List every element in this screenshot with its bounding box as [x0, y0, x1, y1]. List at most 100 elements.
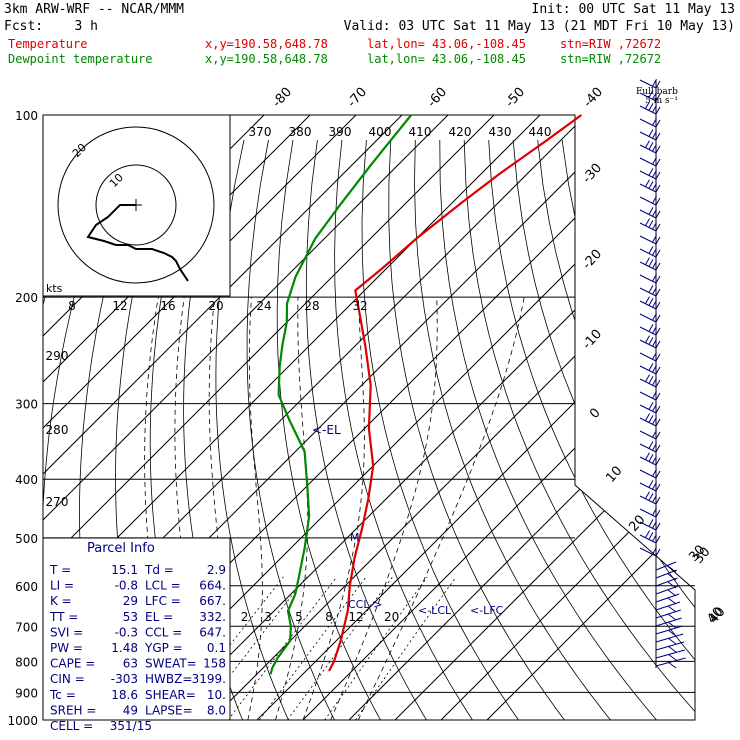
hodograph-ring: [95, 164, 177, 246]
wind-barb-flag: [667, 589, 677, 597]
isotherm-label: -40: [581, 85, 606, 111]
parcel-field-label: Tc =: [49, 688, 76, 702]
wind-barb: [639, 168, 661, 180]
wind-barb-staff: [655, 569, 677, 579]
isotherm-label: -60: [425, 85, 450, 111]
isotherm-label: -30: [580, 161, 605, 187]
wind-barb-flag: [652, 364, 657, 373]
temperature-legend-stn: stn=RIW ,72672: [560, 37, 661, 51]
parcel-field-value: 49: [123, 703, 138, 717]
wind-barb: [655, 569, 677, 581]
wind-barb-flag: [645, 530, 650, 538]
wind-barb-flag: [655, 418, 661, 427]
wind-barb-staff: [639, 456, 657, 466]
wind-barb-flag: [648, 376, 654, 384]
wind-barb: [655, 585, 679, 597]
wind-barb-staff: [639, 274, 657, 284]
moist-adiabat-line: [357, 297, 525, 720]
parcel-field-value: 0.1: [207, 641, 226, 655]
wind-barb-flag: [652, 182, 657, 191]
wind-barb: [655, 609, 681, 621]
wind-barb-flag: [648, 298, 654, 306]
dewpoint-profile: [269, 114, 413, 675]
wind-barb-flag: [655, 171, 661, 180]
isotherm-line: [43, 115, 403, 720]
wind-barb: [639, 285, 661, 297]
wind-barb-staff: [639, 313, 657, 323]
parcel-field-label: LCL =: [145, 579, 181, 593]
theta-left-label: 290: [46, 349, 69, 363]
moist-adiabat-line: [330, 297, 438, 720]
wind-barb-flag: [655, 301, 661, 310]
isotherm-line: [256, 115, 695, 720]
wind-barb-flag: [648, 90, 654, 98]
wind-barb-flag: [652, 507, 657, 516]
wind-barb: [655, 657, 686, 669]
parcel-field-label: SHEAR=: [145, 688, 196, 702]
wind-barb-flag: [648, 324, 654, 332]
wind-barb: [655, 633, 684, 645]
wind-barb-flag: [655, 535, 661, 544]
dry-adiabat-line: [361, 139, 529, 720]
lfc-label: <-LFC: [470, 604, 504, 617]
wind-barb-flag: [648, 103, 654, 111]
isotherm-label: 0: [587, 406, 604, 422]
dewpoint-legend-xy: x,y=190.58,648.78: [205, 52, 328, 66]
wind-barb-staff: [639, 469, 657, 479]
isotherm-line: [394, 115, 695, 720]
wind-barb-staff: [639, 417, 657, 427]
hodograph-speed-label: 20: [208, 299, 223, 313]
wind-barb-staff: [655, 633, 684, 643]
wind-barb-flag: [648, 246, 654, 254]
wind-barb-flag: [652, 520, 657, 529]
wind-barb-flag: [652, 234, 657, 243]
wind-barb-flag: [652, 403, 657, 412]
lcl-label: <-LCL: [418, 604, 452, 617]
wind-barb-flag: [645, 140, 650, 148]
wind-barb-staff: [639, 287, 657, 297]
wind-barb-flag: [652, 546, 657, 555]
wind-barb-flag: [652, 78, 657, 87]
wind-barb: [655, 641, 685, 653]
wind-barb-flag: [652, 208, 657, 217]
wind-barb-staff: [639, 118, 657, 128]
mixing-ratio-line: [287, 576, 393, 720]
isotherm-line: [210, 115, 695, 720]
wind-barb-staff: [639, 131, 657, 141]
parcel-info-box: [42, 537, 231, 721]
wind-barb-flag: [648, 441, 654, 449]
wind-barb-flag: [655, 444, 661, 453]
isotherm-line: [486, 115, 695, 720]
parcel-field-value: 158: [203, 657, 226, 671]
parcel-field-label: TT =: [49, 610, 78, 624]
wind-barb: [655, 649, 685, 661]
isotherm-line: [43, 115, 357, 720]
hodograph-speed-label: 16: [160, 299, 175, 313]
parcel-field-label: Td =: [144, 563, 174, 577]
wind-barb-flag: [648, 207, 654, 215]
dewpoint-legend-stn: stn=RIW ,72672: [560, 52, 661, 66]
barb-key-value: 5 m s⁻¹: [645, 96, 678, 106]
wind-barb-flag: [652, 312, 657, 321]
wind-barb: [639, 257, 661, 271]
wind-barb-staff: [639, 300, 657, 310]
wind-barb-flag: [655, 457, 661, 466]
wind-barb-flag: [648, 129, 654, 137]
dry-adiabat-line: [215, 139, 295, 720]
wind-barb-flag: [655, 210, 661, 219]
theta-label: 420: [449, 125, 472, 139]
mixing-ratio-label: 3: [264, 610, 272, 624]
wind-barb-flag: [655, 366, 661, 375]
wind-barb-flag: [655, 132, 661, 141]
isotherm-label: -10: [580, 327, 605, 353]
barb-key-label: Full barb: [636, 87, 678, 97]
parcel-field-label: SREH =: [50, 703, 96, 717]
isotherm-line: [440, 115, 695, 720]
hodograph-speed-label: 12: [112, 299, 127, 313]
hodograph-speed-label: 32: [352, 299, 367, 313]
wind-barb-flag: [648, 519, 654, 527]
wind-barb: [639, 207, 661, 219]
wind-barb-flag: [648, 454, 654, 462]
